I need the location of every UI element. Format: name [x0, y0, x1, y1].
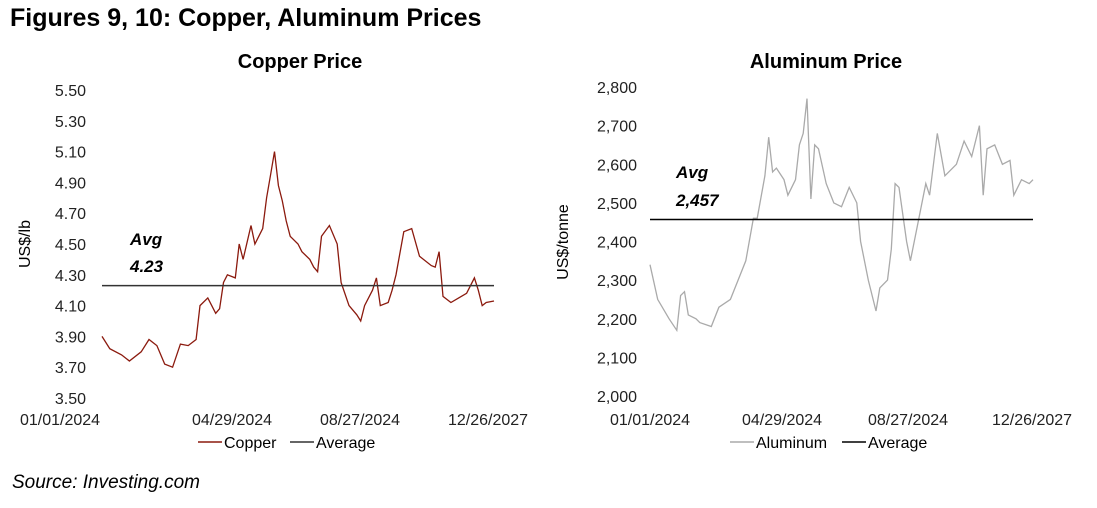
avg-annotation-value: 4.23 — [129, 257, 164, 276]
x-tick-label: 04/29/2024 — [192, 412, 272, 429]
x-tick-label: 08/27/2024 — [868, 412, 948, 429]
y-tick-label: 4.10 — [55, 299, 86, 316]
aluminum-chart-title: Aluminum Price — [750, 51, 902, 73]
avg-annotation-label: Avg — [675, 163, 709, 182]
y-tick-label: 2,000 — [597, 389, 637, 406]
source-note: Source: Investing.com — [12, 472, 200, 493]
legend-label-average: Average — [316, 435, 375, 452]
y-tick-label: 4.90 — [55, 175, 86, 192]
x-tick-label: 01/01/2024 — [20, 412, 100, 429]
y-axis-label: US$/tonne — [555, 204, 572, 280]
figure-title: Figures 9, 10: Copper, Aluminum Prices — [10, 4, 482, 32]
y-tick-label: 4.70 — [55, 206, 86, 223]
legend-label-average: Average — [868, 435, 927, 452]
y-tick-label: 3.70 — [55, 360, 86, 377]
x-tick-label: 12/26/2027 — [448, 412, 528, 429]
y-tick-label: 4.50 — [55, 237, 86, 254]
aluminum-price-line — [649, 98, 1034, 333]
y-tick-label: 5.30 — [55, 114, 86, 131]
y-tick-label: 4.30 — [55, 268, 86, 285]
y-tick-label: 2,100 — [597, 350, 637, 367]
avg-annotation-label: Avg — [129, 230, 163, 249]
x-tick-label: 04/29/2024 — [742, 412, 822, 429]
y-tick-label: 2,300 — [597, 273, 637, 290]
y-tick-label: 2,200 — [597, 312, 637, 329]
y-tick-label: 2,500 — [597, 196, 637, 213]
y-axis-label: US$/lb — [17, 220, 34, 268]
y-tick-label: 3.90 — [55, 329, 86, 346]
y-tick-label: 2,800 — [597, 80, 637, 97]
y-tick-label: 3.50 — [55, 391, 86, 408]
copper-chart-title: Copper Price — [238, 51, 362, 73]
legend-label-aluminum: Aluminum — [756, 435, 827, 452]
y-tick-label: 2,600 — [597, 157, 637, 174]
x-tick-label: 12/26/2027 — [992, 412, 1072, 429]
x-tick-label: 01/01/2024 — [610, 412, 690, 429]
y-tick-label: 2,700 — [597, 119, 637, 136]
y-tick-label: 5.50 — [55, 83, 86, 100]
y-tick-label: 5.10 — [55, 145, 86, 162]
y-tick-label: 2,400 — [597, 235, 637, 252]
x-tick-label: 08/27/2024 — [320, 412, 400, 429]
avg-annotation-value: 2,457 — [675, 191, 720, 210]
copper-price-line — [101, 151, 495, 369]
legend-label-copper: Copper — [224, 435, 277, 452]
